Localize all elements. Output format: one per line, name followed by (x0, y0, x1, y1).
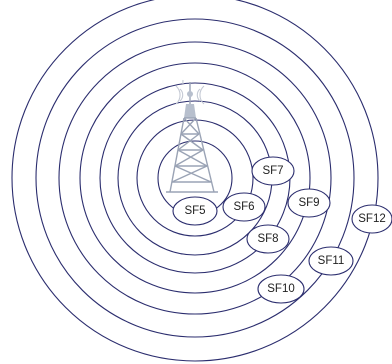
label-sf11: SF11 (308, 246, 354, 276)
ring-sf11 (35, 18, 355, 338)
ring-sf10 (58, 41, 332, 315)
label-sf10: SF10 (257, 274, 305, 304)
ring-sf7 (117, 100, 273, 256)
label-sf12-text: SF12 (358, 213, 386, 225)
coverage-rings (11, 0, 379, 362)
label-sf8-text: SF8 (257, 233, 278, 245)
label-sf6-text: SF6 (233, 201, 254, 213)
ring-sf12 (11, 0, 379, 362)
sf-labels: SF5 SF6 SF7 SF8 SF9 SF10 SF11 SF12 (172, 156, 392, 304)
label-sf5: SF5 (172, 196, 218, 226)
label-sf9: SF9 (287, 188, 331, 218)
ring-sf9 (79, 62, 311, 294)
label-sf8: SF8 (246, 224, 290, 254)
label-sf7-text: SF7 (262, 165, 283, 177)
label-sf9-text: SF9 (298, 197, 319, 209)
label-sf7: SF7 (251, 156, 295, 186)
radio-tower-icon (166, 79, 218, 193)
label-sf12: SF12 (351, 204, 392, 234)
label-sf5-text: SF5 (184, 205, 205, 217)
label-sf10-text: SF10 (267, 283, 295, 295)
label-sf11-text: SF11 (318, 255, 345, 267)
label-sf6: SF6 (222, 192, 266, 222)
